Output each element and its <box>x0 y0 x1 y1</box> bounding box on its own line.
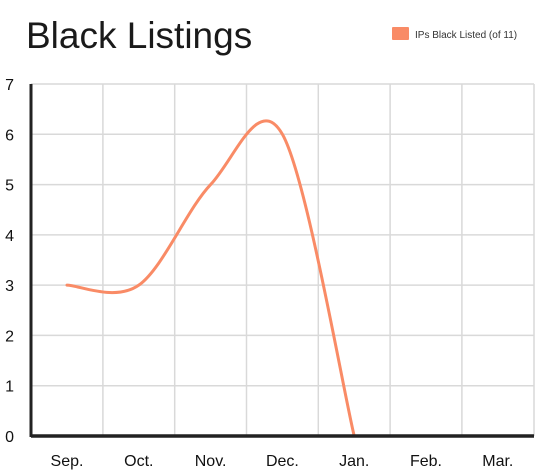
x-tick-label: Dec. <box>266 453 299 470</box>
y-tick-label: 5 <box>5 178 14 195</box>
series-layer <box>65 119 500 438</box>
x-tick-label: Nov. <box>195 453 227 470</box>
y-tick-label: 3 <box>5 278 14 295</box>
y-tick-label: 0 <box>5 429 14 446</box>
legend: IPs Black Listed (of 11) <box>392 27 517 41</box>
x-tick-label: Jan. <box>339 453 369 470</box>
y-tick-label: 2 <box>5 328 14 345</box>
legend-swatch <box>392 27 409 40</box>
x-tick-label: Feb. <box>410 453 442 470</box>
y-tick-label: 6 <box>5 127 14 144</box>
chart-title: Black Listings <box>26 15 252 56</box>
legend-label: IPs Black Listed (of 11) <box>415 30 517 41</box>
x-axis-ticks: Sep. Oct. Nov. Dec. Jan. Feb. Mar. <box>51 453 514 470</box>
x-tick-label: Oct. <box>124 453 153 470</box>
y-tick-label: 7 <box>5 77 14 94</box>
y-axis-ticks: 0 1 2 3 4 5 6 7 <box>5 77 14 446</box>
y-tick-label: 4 <box>5 228 14 245</box>
series-line <box>65 119 356 438</box>
y-tick-label: 1 <box>5 379 14 396</box>
axes <box>29 84 534 438</box>
x-tick-label: Mar. <box>482 453 513 470</box>
x-tick-label: Sep. <box>51 453 84 470</box>
